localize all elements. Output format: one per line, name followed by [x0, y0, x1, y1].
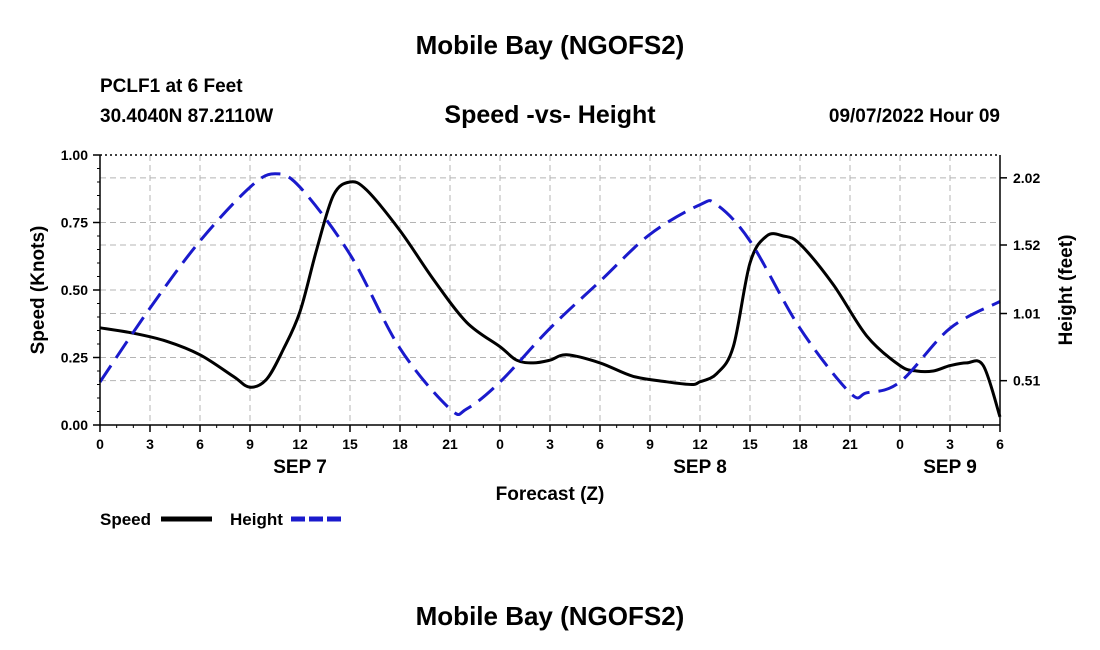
- x-tick-label: 0: [896, 436, 904, 452]
- y-tick-label: 0.50: [61, 282, 88, 298]
- y2-tick-label: 0.51: [1013, 373, 1040, 389]
- y-tick-label: 0.75: [61, 215, 88, 231]
- x-tick-label: 15: [342, 436, 358, 452]
- axes: [93, 154, 1007, 432]
- x-tick-label: 21: [842, 436, 858, 452]
- legend-label-height: Height: [230, 510, 283, 529]
- legend: Speed Height: [100, 510, 342, 529]
- grid: [100, 155, 1000, 425]
- footer-title: Mobile Bay (NGOFS2): [415, 601, 685, 631]
- y2-axis-title: Height (feet): [1056, 235, 1077, 346]
- x-tick-label: 3: [146, 436, 154, 452]
- x-tick-label: 9: [646, 436, 654, 452]
- x-tick-label: 6: [196, 436, 204, 452]
- x-axis-title: Forecast (Z): [496, 484, 605, 505]
- y-tick-label: 1.00: [61, 147, 88, 163]
- x-tick-label: 3: [546, 436, 554, 452]
- x-tick-label: 18: [392, 436, 408, 452]
- chart-subtitle: Speed -vs- Height: [444, 101, 656, 129]
- axis-labels: 0 3 6 9 12 15 18 21 0 3 6 9 12 15 18 21 0 3 6 SEP 7 SEP 8 SEP…: [28, 147, 1077, 505]
- y-tick-label: 0.25: [61, 350, 88, 366]
- x-tick-label: 3: [946, 436, 954, 452]
- y2-tick-label: 2.02: [1013, 170, 1040, 186]
- x-tick-label: 0: [496, 436, 504, 452]
- x-tick-label: 18: [792, 436, 808, 452]
- x-tick-label: 15: [742, 436, 758, 452]
- x-tick-label: 6: [596, 436, 604, 452]
- date-label: SEP 9: [923, 457, 977, 478]
- x-tick-label: 12: [292, 436, 308, 452]
- station-label: PCLF1 at 6 Feet: [100, 76, 243, 97]
- date-label: SEP 7: [273, 457, 327, 478]
- coordinates-label: 30.4040N 87.2110W: [100, 106, 274, 127]
- x-tick-label: 12: [692, 436, 708, 452]
- forecast-datetime: 09/07/2022 Hour 09: [828, 106, 1000, 127]
- speed-series-line: [99, 180, 1002, 418]
- legend-label-speed: Speed: [100, 510, 151, 529]
- date-label: SEP 8: [673, 457, 727, 478]
- chart-title: Mobile Bay (NGOFS2): [415, 30, 685, 60]
- y2-tick-label: 1.01: [1013, 306, 1040, 322]
- y-axis-title: Speed (Knots): [28, 226, 49, 355]
- x-tick-label: 6: [996, 436, 1004, 452]
- series-layer: [98, 172, 1002, 418]
- x-tick-label: 0: [96, 436, 104, 452]
- y-tick-label: 0.00: [61, 417, 88, 433]
- x-tick-label: 9: [246, 436, 254, 452]
- y2-tick-label: 1.52: [1013, 237, 1040, 253]
- x-tick-label: 21: [442, 436, 458, 452]
- height-series-line: [98, 172, 1001, 417]
